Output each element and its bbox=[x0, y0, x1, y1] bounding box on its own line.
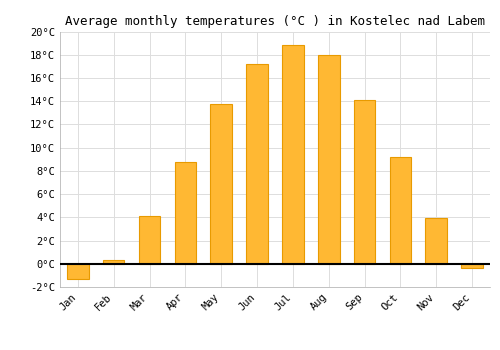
Title: Average monthly temperatures (°C ) in Kostelec nad Labem: Average monthly temperatures (°C ) in Ko… bbox=[65, 15, 485, 28]
Bar bbox=[390, 157, 411, 264]
Bar bbox=[67, 264, 88, 279]
Bar bbox=[318, 55, 340, 264]
Bar bbox=[139, 216, 160, 264]
Bar bbox=[354, 100, 376, 264]
Bar bbox=[210, 104, 232, 264]
Bar bbox=[174, 162, 196, 264]
Bar bbox=[426, 218, 447, 264]
Bar bbox=[103, 260, 124, 264]
Bar bbox=[462, 264, 483, 268]
Bar bbox=[282, 46, 304, 264]
Bar bbox=[246, 64, 268, 264]
